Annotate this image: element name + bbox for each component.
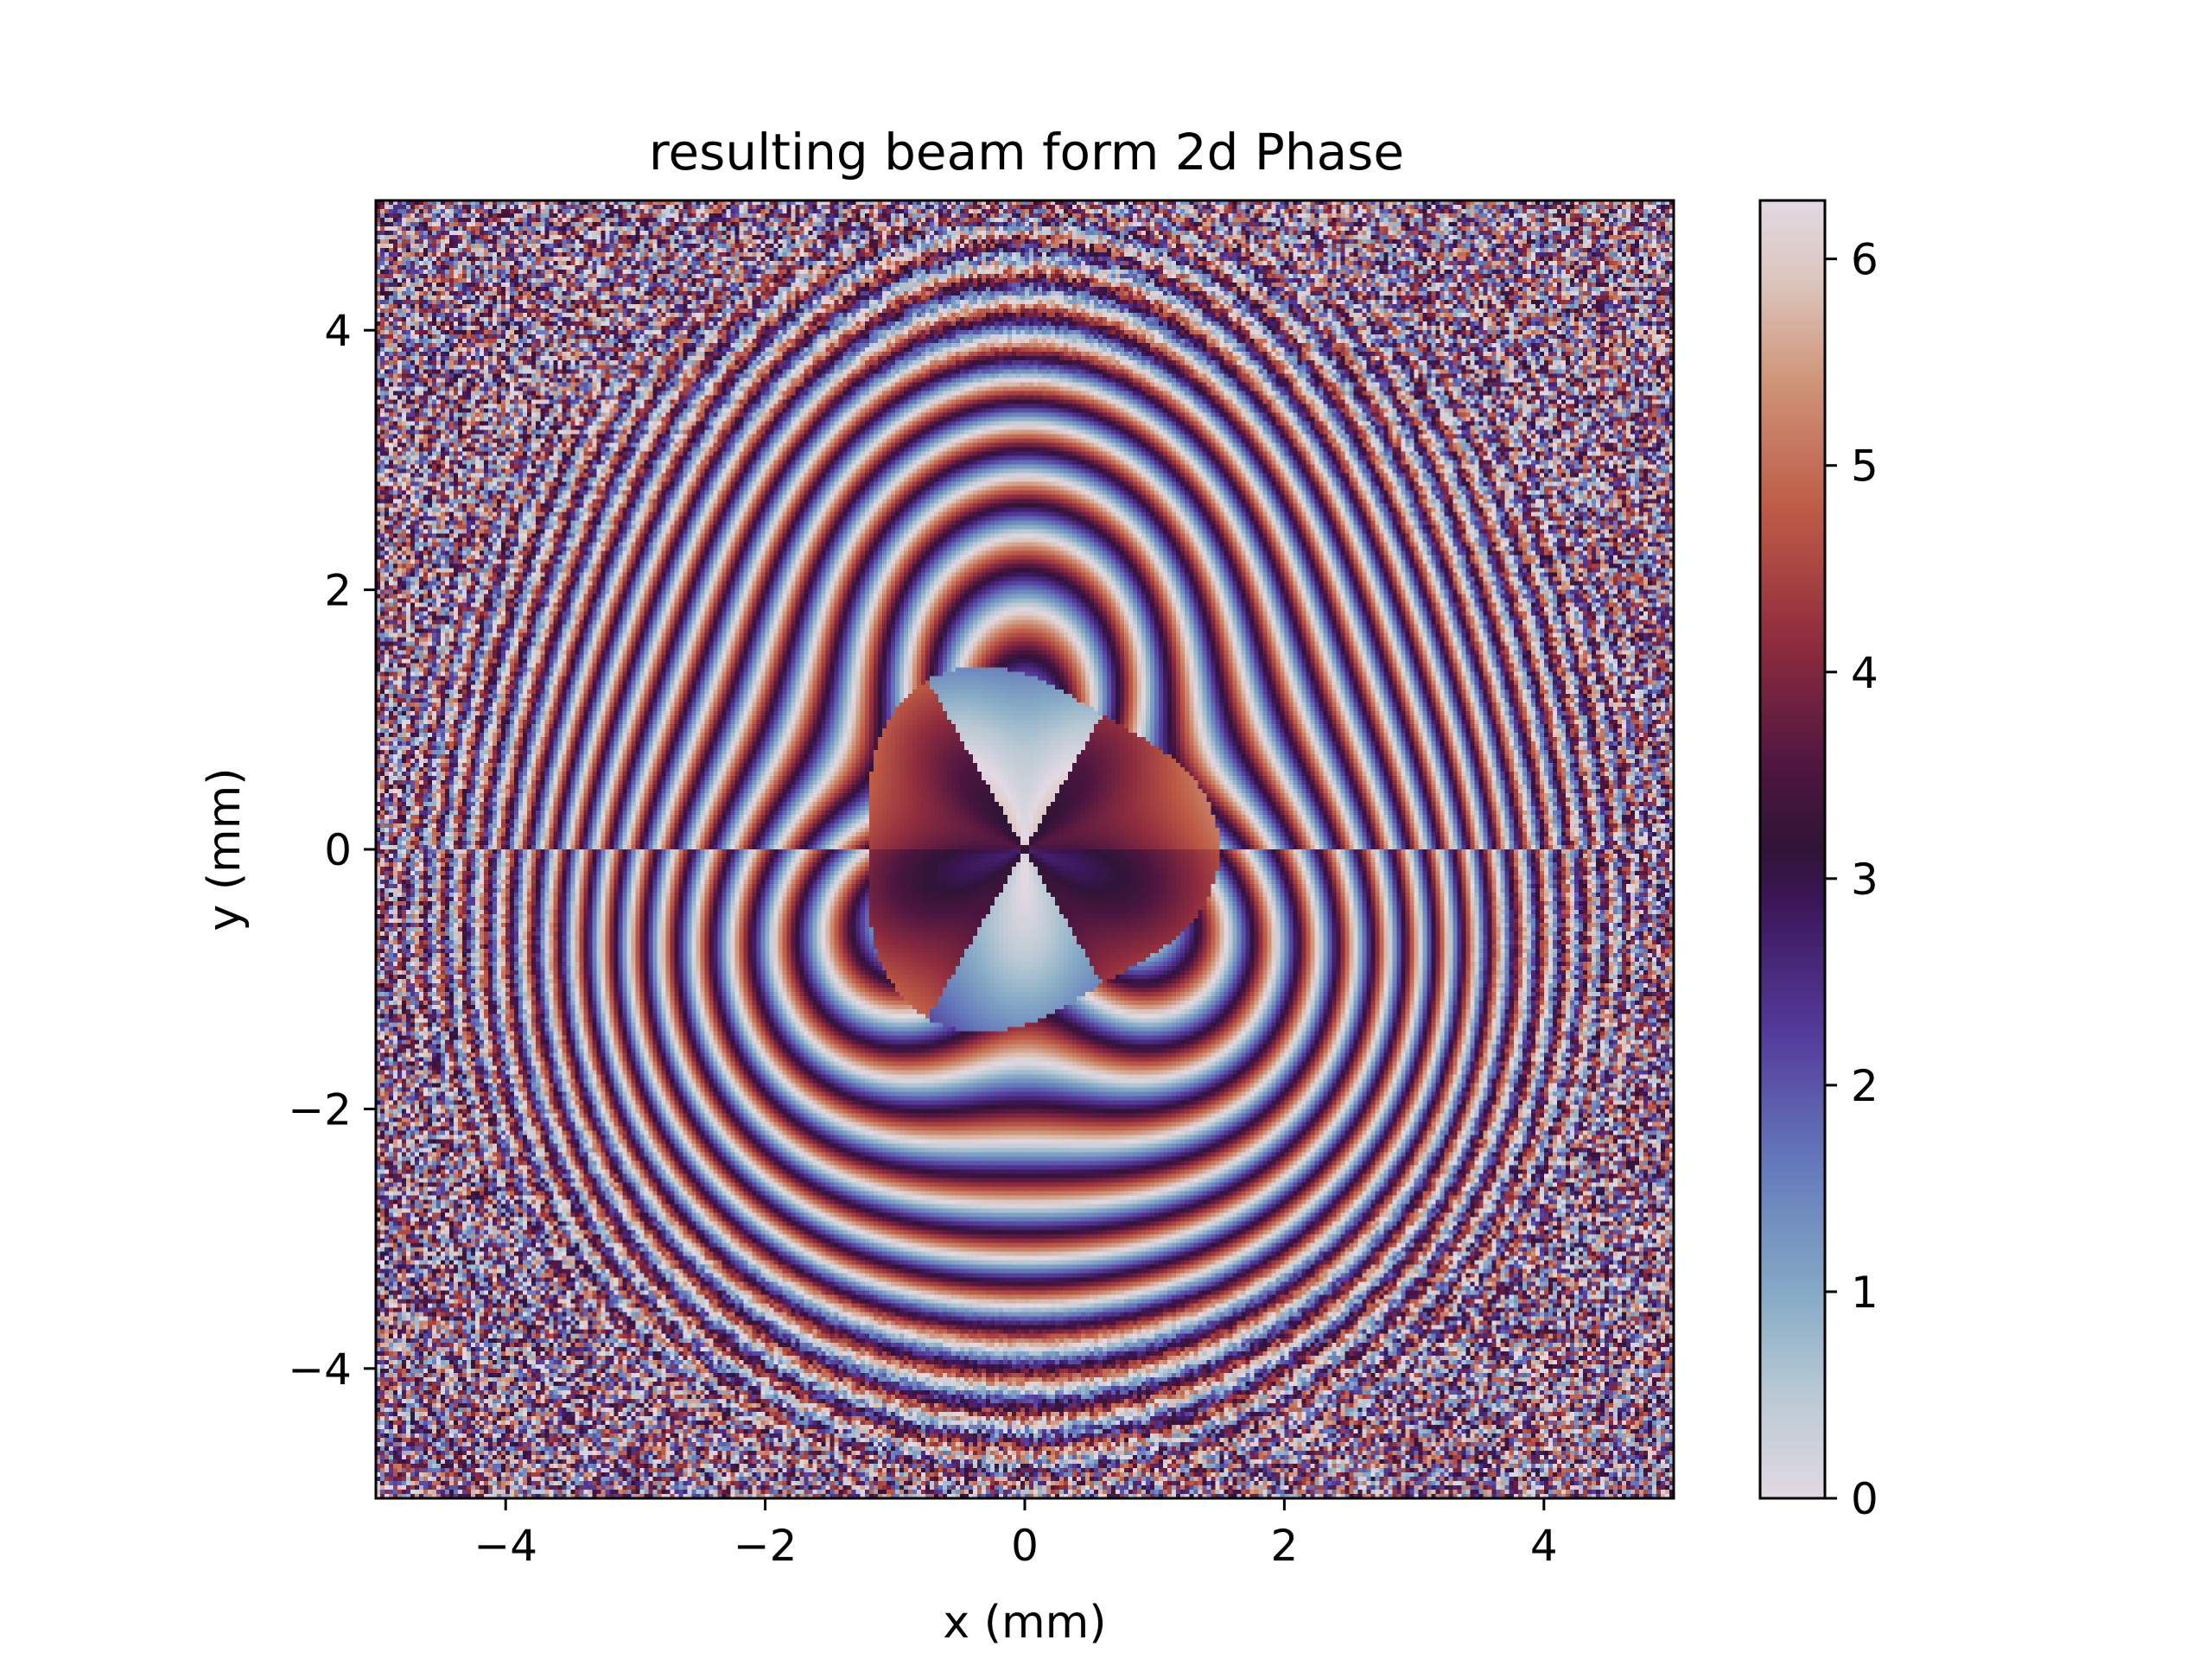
y-tick-label: −2: [288, 1084, 352, 1135]
colorbar-frame: [1758, 199, 1827, 1500]
y-tick-label: 4: [324, 306, 352, 356]
y-tick-label: 2: [324, 566, 352, 616]
x-tick-label: −4: [474, 1521, 537, 1571]
x-axis-label: x (mm): [943, 1597, 1106, 1649]
x-tick-label: −2: [734, 1521, 798, 1571]
colorbar-tick-label: 5: [1851, 442, 1878, 492]
colorbar-tick-label: 1: [1851, 1268, 1878, 1318]
colorbar-canvas: [1760, 200, 1825, 1498]
colorbar-ticks: 0 1 2 3 4 5 6: [1825, 235, 1878, 1524]
colorbar-tick-label: 4: [1851, 648, 1878, 698]
colorbar-tick-label: 3: [1851, 855, 1878, 905]
y-axis-label: y (mm): [199, 767, 251, 931]
x-axis: −4 −2 0 2 4: [474, 1498, 1558, 1571]
heatmap-plot-area: [374, 199, 1675, 1500]
heatmap-canvas: [376, 200, 1674, 1498]
y-tick-label: −4: [288, 1344, 352, 1395]
colorbar-gradient: [1760, 200, 1825, 1498]
colorbar-tick-label: 6: [1851, 235, 1878, 285]
colorbar-tick-label: 2: [1851, 1061, 1878, 1111]
x-tick-label: 4: [1530, 1521, 1558, 1571]
y-tick-label: 0: [324, 825, 352, 875]
x-tick-label: 0: [1011, 1521, 1039, 1571]
chart-title: resulting beam form 2d Phase: [649, 123, 1404, 181]
x-tick-label: 2: [1270, 1521, 1298, 1571]
y-axis: −4 −2 0 2 4: [288, 306, 376, 1395]
colorbar: 0 1 2 3 4 5 6: [1758, 199, 1878, 1524]
colorbar-tick-label: 0: [1851, 1474, 1878, 1524]
heatmap-image: [376, 200, 1674, 1498]
